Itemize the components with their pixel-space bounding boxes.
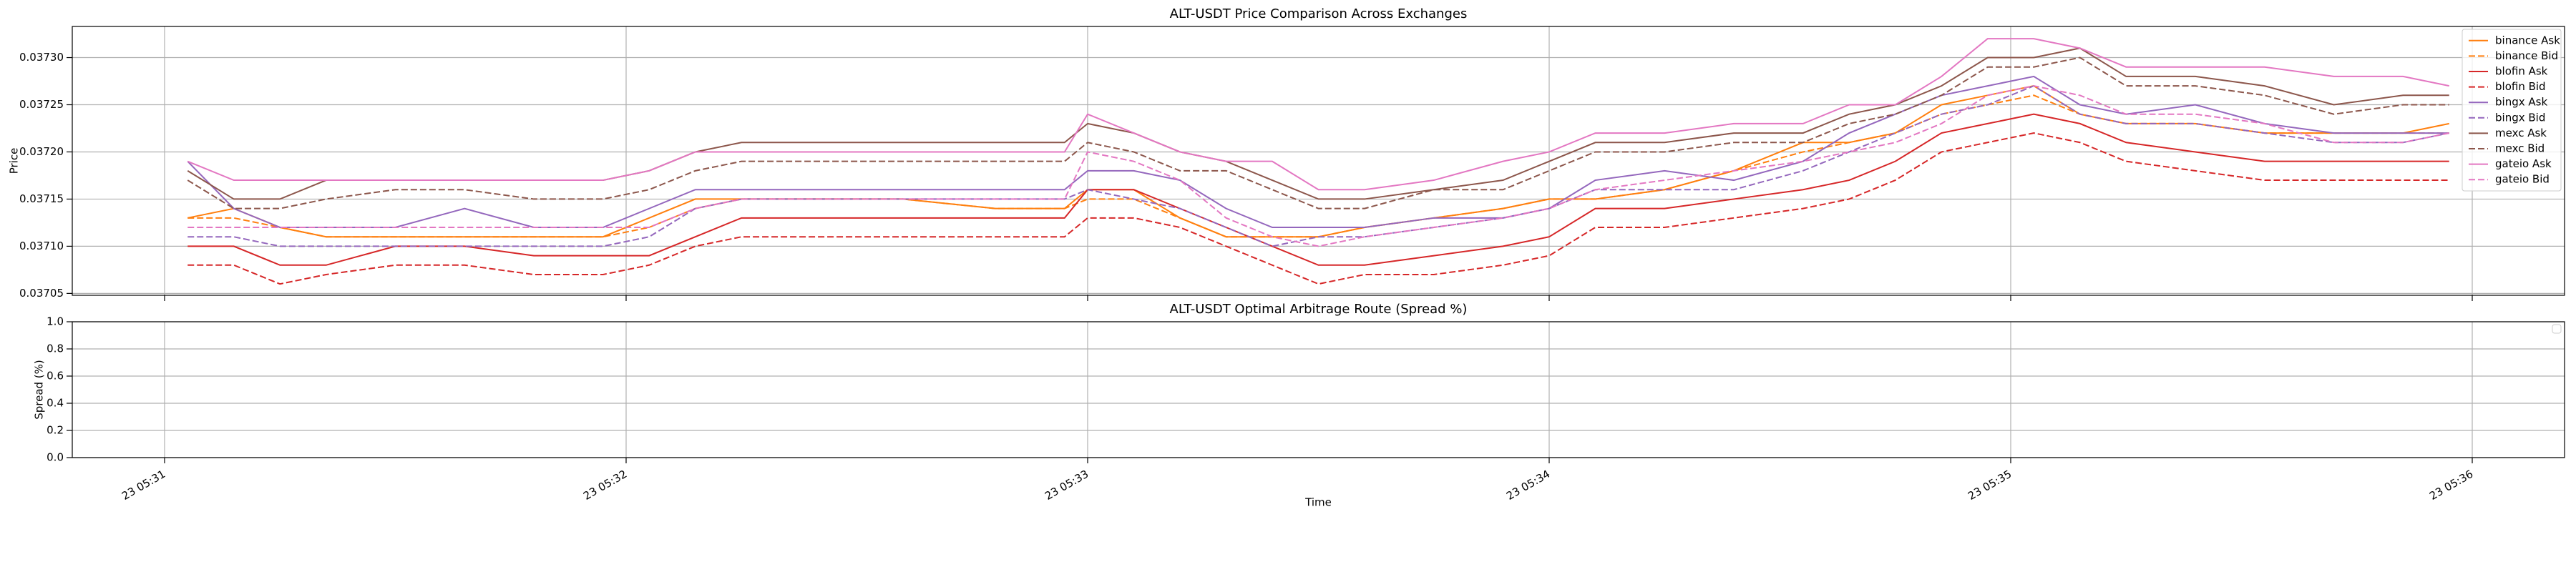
y-tick-label: 0.0 [47,451,64,464]
y-axis-label: Spread (%) [33,360,46,420]
y-tick-label: 0.03715 [19,192,64,205]
y-tick-label: 0.8 [47,342,64,355]
y-tick-label: 0.6 [47,370,64,383]
y-tick-label: 0.03725 [19,98,64,111]
legend-label: mexc Ask [2495,127,2547,139]
legend-label: blofin Bid [2495,80,2546,93]
legend-box [2552,324,2562,334]
y-tick-label: 0.03710 [19,240,64,252]
axes-frame [72,26,2565,296]
legend-label: gateio Ask [2495,157,2552,170]
legend-label: bingx Bid [2495,111,2545,124]
y-axis-label: Price [8,148,21,174]
y-tick-label: 1.0 [47,315,64,328]
series-line [187,56,2449,209]
series-line [187,113,2449,266]
legend-label: binance Ask [2495,34,2560,46]
legend-label: mexc Bid [2495,142,2545,155]
x-axis-label: Time [1304,496,1332,509]
y-tick-label: 0.2 [47,424,64,437]
legend-label: gateio Bid [2495,173,2550,186]
y-tick-label: 0.03720 [19,145,64,158]
legend-label: bingx Ask [2495,96,2547,109]
y-tick-label: 0.4 [47,397,64,410]
legend-label: binance Bid [2495,49,2558,62]
chart-title: ALT-USDT Optimal Arbitrage Route (Spread… [1170,302,1468,317]
series-line [187,85,2449,247]
axes-frame [72,321,2565,458]
y-tick-label: 0.03730 [19,51,64,64]
chart-title: ALT-USDT Price Comparison Across Exchang… [1170,6,1468,21]
legend-label: blofin Ask [2495,65,2548,78]
series-line [187,85,2449,247]
series-line [187,38,2449,191]
series-line [187,132,2449,285]
legend-box [2462,29,2562,192]
y-tick-label: 0.03705 [19,287,64,300]
